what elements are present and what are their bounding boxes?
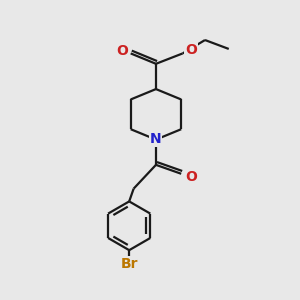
Text: O: O	[186, 170, 197, 184]
Text: O: O	[185, 44, 197, 57]
Text: Br: Br	[120, 257, 138, 271]
Text: O: O	[116, 44, 128, 58]
Text: N: N	[150, 132, 162, 146]
